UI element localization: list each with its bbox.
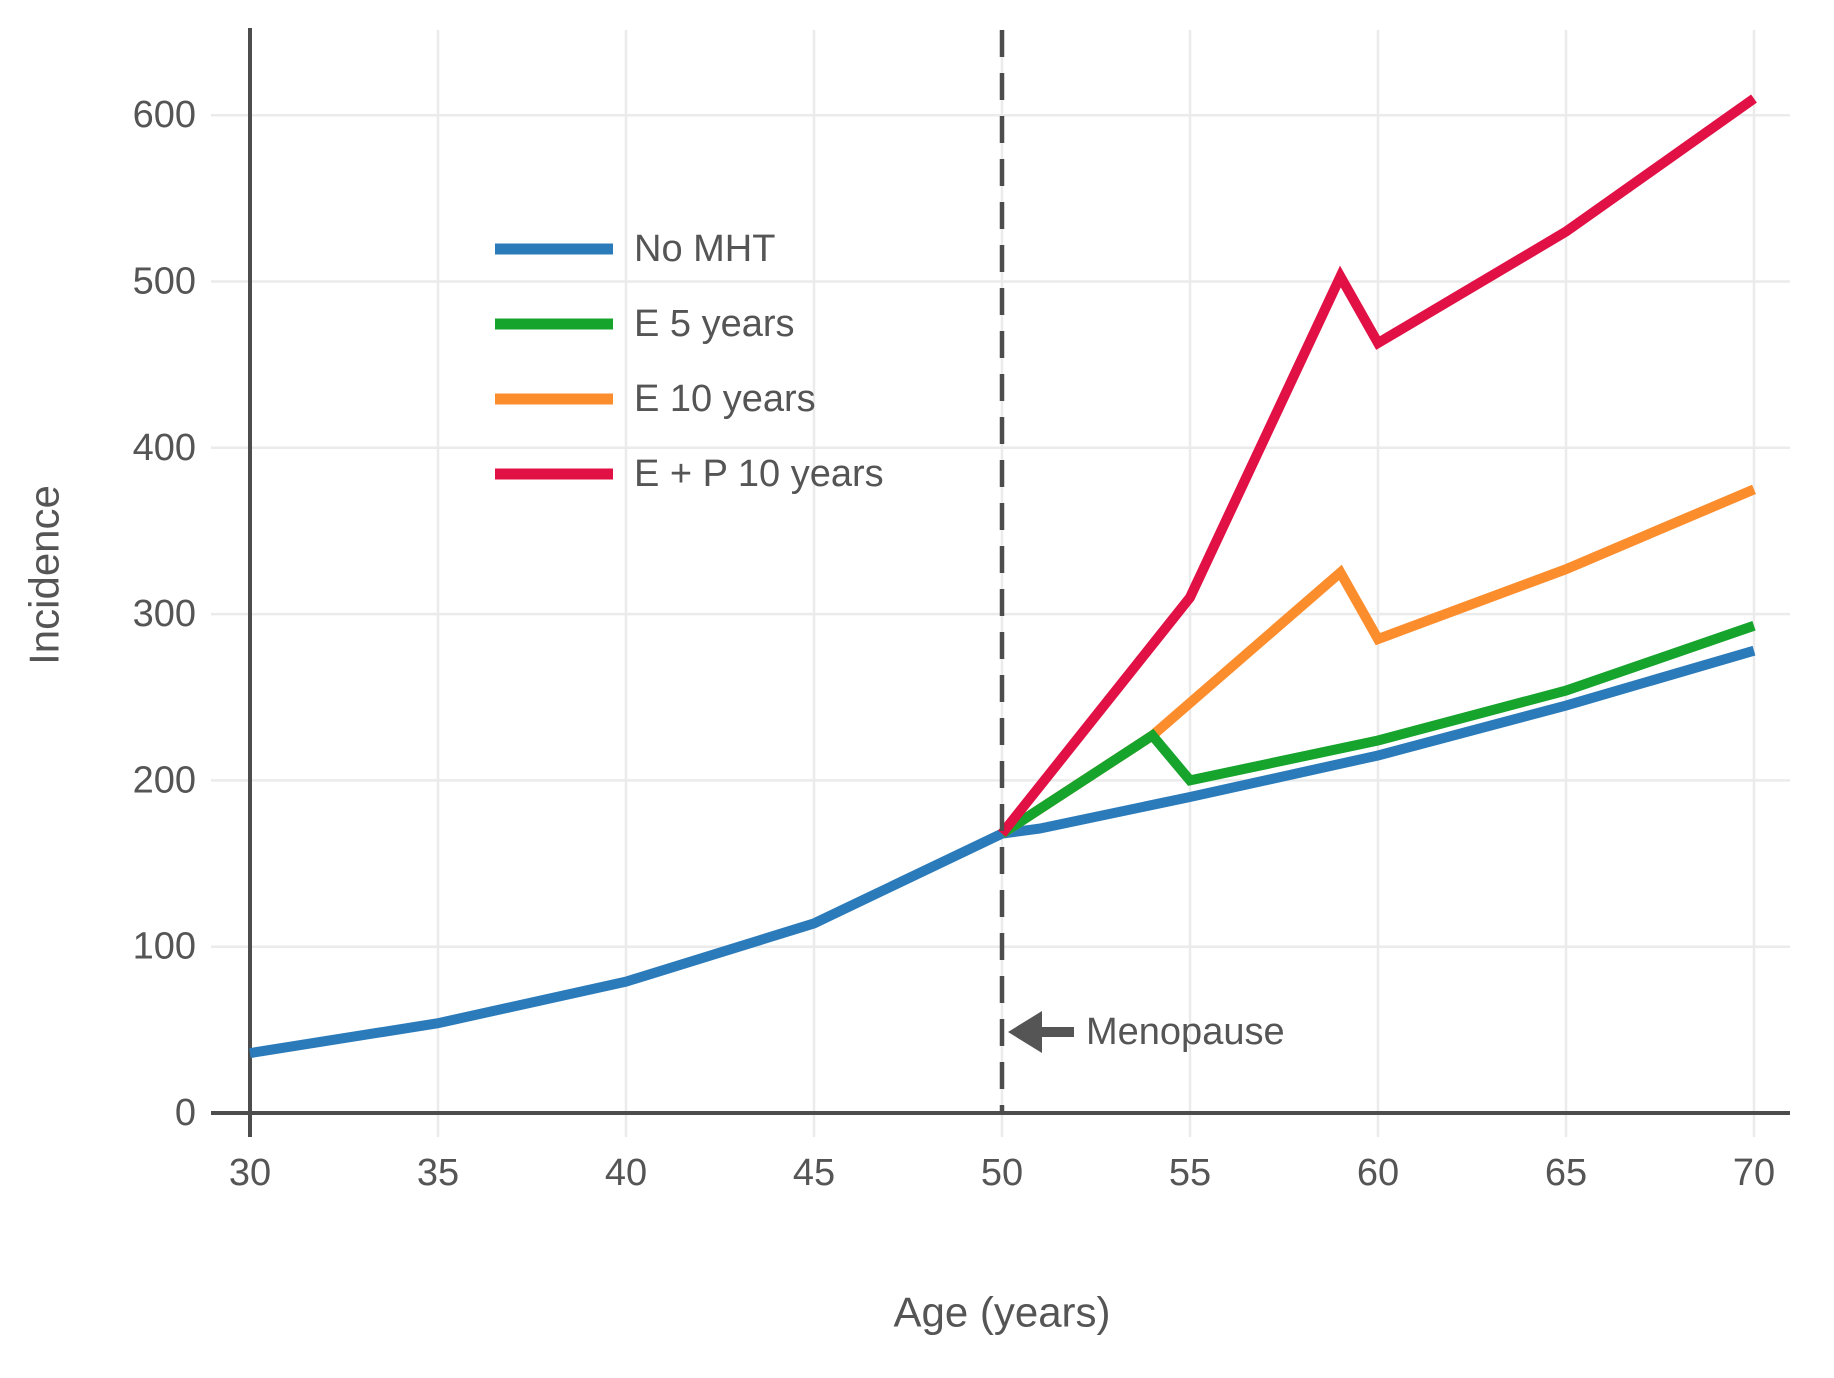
y-tick-label: 400	[133, 427, 196, 469]
legend: No MHT E 5 years E 10 years E + P 10 years	[495, 228, 884, 495]
legend-label-e-5-years: E 5 years	[634, 303, 795, 345]
y-tick-label: 100	[133, 926, 196, 968]
menopause-label: Menopause	[1086, 1011, 1285, 1053]
x-tick-label: 70	[1733, 1152, 1775, 1194]
x-tick-label: 40	[605, 1152, 647, 1194]
y-tick-label: 600	[133, 94, 196, 136]
y-axis-title: Incidence	[21, 485, 68, 665]
legend-label-e-10-years: E 10 years	[634, 378, 816, 420]
x-tick-label: 55	[1169, 1152, 1211, 1194]
series-line-e-p-10-years	[998, 94, 1757, 837]
x-tick-label: 45	[793, 1152, 835, 1194]
legend-label-no-mht: No MHT	[634, 228, 775, 270]
y-tick-label: 500	[133, 261, 196, 303]
left-arrow-icon	[1008, 1011, 1042, 1053]
series-lines	[249, 94, 1757, 1059]
y-tick-label: 0	[175, 1092, 196, 1134]
x-tick-label: 30	[229, 1152, 271, 1194]
series-line-no-mht	[249, 645, 1756, 1059]
axes-spines	[211, 28, 1790, 1137]
x-tick-label: 60	[1357, 1152, 1399, 1194]
x-tick-label: 35	[417, 1152, 459, 1194]
y-tick-label: 300	[133, 593, 196, 635]
legend-label-e-p-10-years: E + P 10 years	[634, 453, 884, 495]
gridlines	[211, 30, 1790, 1137]
x-tick-label: 65	[1545, 1152, 1587, 1194]
x-tick-label: 50	[981, 1152, 1023, 1194]
tick-labels: 0 100 200 300 400 500 600 30 35 40 45 50 55 60 65 70	[133, 94, 1776, 1194]
menopause-annotation: Menopause	[1008, 1011, 1285, 1053]
series-line-e-5-years	[999, 621, 1756, 838]
x-axis-title: Age (years)	[893, 1289, 1110, 1336]
y-tick-label: 200	[133, 759, 196, 801]
